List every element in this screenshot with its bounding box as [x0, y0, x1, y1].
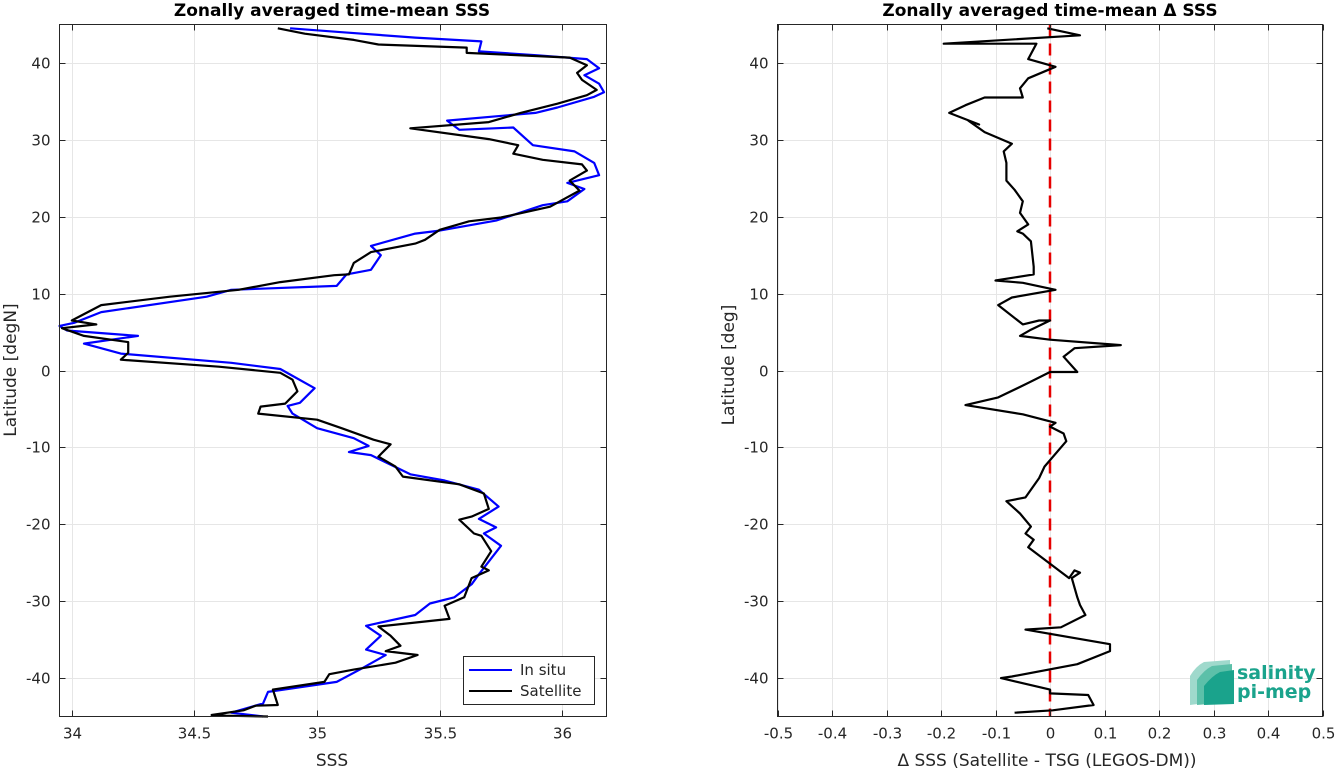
left-title: Zonally averaged time-mean SSS	[174, 1, 490, 21]
y-tick-label: 0	[41, 363, 51, 381]
satellite-series-line	[60, 27, 598, 718]
y-tick-label: -30	[26, 593, 51, 611]
y-tick-label: 30	[31, 132, 50, 150]
right-series	[942, 27, 1122, 714]
y-tick-label: -20	[26, 516, 51, 534]
x-tick-label: -0.4	[818, 725, 847, 743]
left-x-ticks: 34 34.5 35 35.5 36	[63, 24, 572, 743]
y-tick-label: -40	[26, 670, 51, 688]
y-tick-label: 40	[31, 55, 50, 73]
left-y-ticks: -40 -30 -20 -10 0 10 20 30 40	[26, 55, 607, 688]
x-tick-label: 0.1	[1094, 725, 1118, 743]
right-x-ticks: -0.5 -0.4 -0.3 -0.2 -0.1 0 0.1 0.2 0.3 0.4 0.5	[764, 24, 1336, 743]
y-tick-label: -20	[744, 516, 769, 534]
y-tick-label: 10	[31, 286, 50, 304]
right-y-ticks: -40 -30 -20 -10 0 10 20 30 40	[744, 55, 1323, 688]
left-grid	[59, 24, 607, 717]
right-x-label: Δ SSS (Satellite - TSG (LEGOS-DM))	[897, 751, 1196, 769]
left-x-label: SSS	[316, 751, 348, 769]
x-tick-label: -0.2	[927, 725, 956, 743]
y-tick-label: -40	[744, 670, 769, 688]
y-tick-label: 40	[749, 55, 768, 73]
legend-in-situ-label: In situ	[520, 661, 566, 679]
x-tick-label: -0.5	[764, 725, 793, 743]
x-tick-label: -0.3	[873, 725, 902, 743]
logo-line1: salinity	[1237, 662, 1316, 684]
x-tick-label: 0.3	[1203, 725, 1227, 743]
x-tick-label: 0.5	[1312, 725, 1336, 743]
x-tick-label: -0.1	[982, 725, 1011, 743]
y-tick-label: 10	[749, 286, 768, 304]
right-panel: Zonally averaged time-mean Δ SSS -0.5 -0.…	[719, 1, 1335, 769]
left-axes-frame	[59, 24, 607, 717]
salinity-pi-mep-logo: salinity pi-mep	[1190, 660, 1316, 705]
delta-sss-series-line	[942, 27, 1122, 714]
left-y-label: Latitude [degN]	[1, 303, 21, 436]
x-tick-label: 36	[553, 725, 572, 743]
y-tick-label: -30	[744, 593, 769, 611]
y-tick-label: 30	[749, 132, 768, 150]
y-tick-label: 20	[749, 209, 768, 227]
y-tick-label: -10	[26, 439, 51, 457]
x-tick-label: 0.4	[1257, 725, 1281, 743]
x-tick-label: 35	[308, 725, 327, 743]
x-tick-label: 35.5	[424, 725, 457, 743]
y-tick-label: -10	[744, 439, 769, 457]
legend: In situ Satellite	[463, 656, 595, 705]
y-tick-label: 0	[759, 363, 769, 381]
legend-satellite-label: Satellite	[520, 682, 581, 700]
logo-wave-icon	[1190, 660, 1234, 705]
right-y-label: Latitude [deg]	[719, 305, 739, 426]
x-tick-label: 0.2	[1148, 725, 1172, 743]
logo-line2: pi-mep	[1237, 681, 1311, 703]
legend-box	[463, 656, 595, 705]
x-tick-label: 34.5	[178, 725, 211, 743]
left-panel: Zonally averaged time-mean SSS 34 34.5 35 3…	[1, 1, 607, 769]
y-tick-label: 20	[31, 209, 50, 227]
left-series	[58, 27, 606, 718]
x-tick-label: 34	[63, 725, 82, 743]
right-title: Zonally averaged time-mean Δ SSS	[882, 1, 1217, 21]
x-tick-label: 0	[1046, 725, 1056, 743]
in-situ-series-line	[58, 27, 606, 718]
